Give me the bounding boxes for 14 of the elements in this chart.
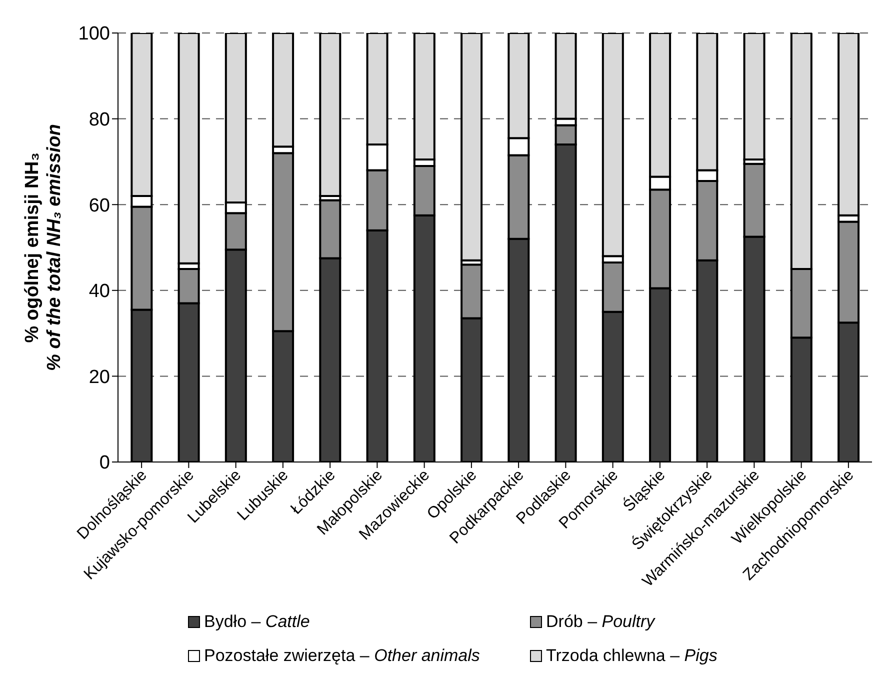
legend-label: Bydło – Cattle (204, 612, 310, 632)
y-tick-label: 0 (99, 452, 110, 474)
bar (319, 33, 342, 198)
y-tick-label: 60 (88, 195, 110, 216)
legend-label: Pozostałe zwierzęta – Other animals (204, 646, 480, 666)
y-axis-title: % ogólnej emisji NH₃ % of the total NH₃ emission (22, 124, 65, 372)
bar (743, 33, 766, 161)
y-tick-label: 40 (88, 281, 110, 302)
legend-label: Trzoda chlewna – Pigs (546, 646, 718, 666)
y-tick-label: 80 (88, 110, 110, 131)
y-tick-label: 100 (78, 24, 110, 45)
bar (460, 33, 483, 262)
legend-label: Drób – Poultry (546, 612, 655, 632)
y-tick-label: 20 (88, 366, 110, 388)
